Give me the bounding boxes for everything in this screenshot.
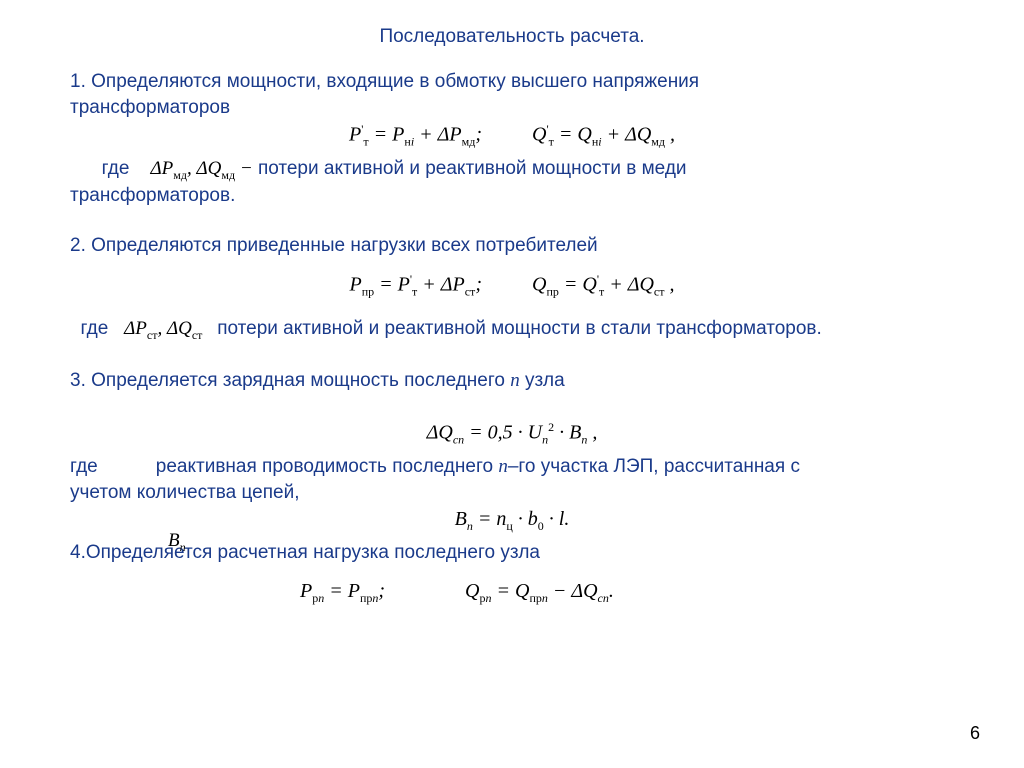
equation-2: Pпр = P'т + ΔPст;Qпр = Q'т + ΔQст , bbox=[70, 272, 954, 299]
step2: 2. Определяются приведенные нагрузки все… bbox=[70, 234, 954, 258]
spacer bbox=[70, 345, 954, 369]
spacer bbox=[70, 394, 954, 418]
where1-prefix: где bbox=[70, 158, 145, 179]
equation-1: P'т = Pнi + ΔPмд;Q'т = Qнi + ΔQмд , bbox=[70, 122, 954, 149]
where2-suffix: потери активной и реактивной мощности в … bbox=[217, 318, 822, 339]
where2-prefix: где bbox=[70, 318, 119, 339]
spacer bbox=[70, 567, 954, 577]
where1-line1: где ΔPмд, ΔQмд − потери активной и реакт… bbox=[70, 157, 954, 183]
where1-line2: трансформаторов. bbox=[70, 184, 954, 208]
page-number: 6 bbox=[970, 723, 980, 744]
equation-3: ΔQcn = 0,5 · Un2 · Bn , bbox=[70, 420, 954, 447]
step3b-line2: учетом количества цепей, bbox=[70, 481, 954, 505]
step1-line2: трансформаторов bbox=[70, 96, 954, 120]
where1-math: ΔPмд, ΔQмд − bbox=[151, 158, 253, 179]
equation-5: Pрn = Pпрn;Qрn = Qпрn − ΔQcn. bbox=[70, 579, 954, 605]
equation-4: Bn = nц · b0 · l. bbox=[70, 507, 954, 533]
step4: 4.Определяется расчетная нагрузка послед… bbox=[70, 541, 954, 565]
overlay-bn-symbol: Bn bbox=[168, 530, 186, 555]
step1-line1: 1. Определяются мощности, входящие в обм… bbox=[70, 70, 954, 94]
page-title: Последовательность расчета. bbox=[70, 26, 954, 48]
spacer bbox=[70, 307, 954, 317]
spacer bbox=[70, 260, 954, 270]
where2-math: ΔPст, ΔQст bbox=[124, 318, 212, 339]
step3b-line1: где реактивная проводимость последнего n… bbox=[70, 455, 954, 479]
where2-line: где ΔPст, ΔQст потери активной и реактив… bbox=[70, 317, 954, 343]
spacer bbox=[70, 210, 954, 234]
where1-suffix: потери активной и реактивной мощности в … bbox=[258, 158, 687, 179]
step3: 3. Определяется зарядная мощность послед… bbox=[70, 369, 954, 393]
page: Последовательность расчета. 1. Определяю… bbox=[0, 0, 1024, 768]
